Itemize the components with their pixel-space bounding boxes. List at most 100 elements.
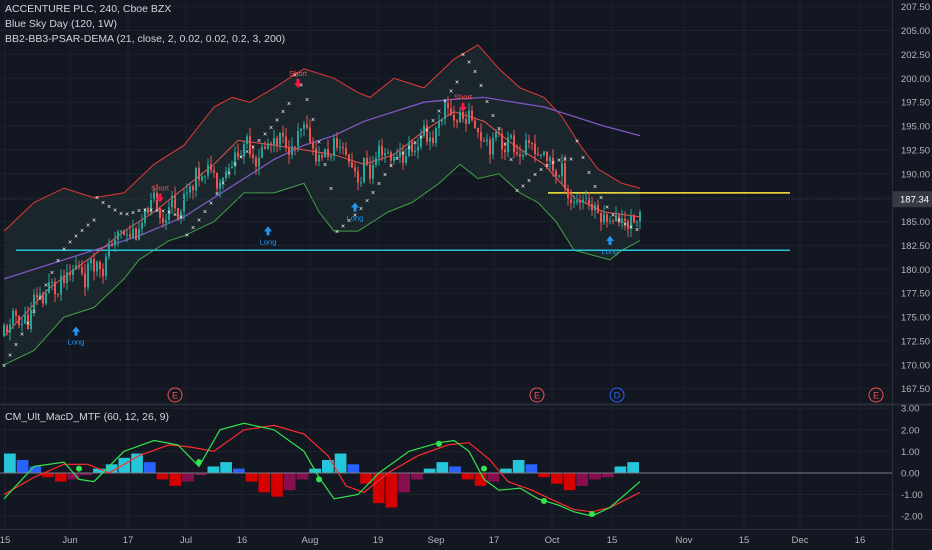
price-tick-label: 175.00 <box>901 313 930 324</box>
candle-body <box>111 244 113 246</box>
bollinger-lower-band <box>3 163 641 366</box>
price-tick-label: 182.50 <box>901 241 930 252</box>
histogram-bar <box>601 472 614 478</box>
candle-body <box>219 182 221 189</box>
candle-body <box>621 218 623 224</box>
psar-dot: × <box>179 214 183 221</box>
short-arrow-icon <box>294 78 302 88</box>
psar-dot: × <box>413 140 417 147</box>
candle-body <box>429 137 431 142</box>
price-tick-label: 180.00 <box>901 265 930 276</box>
candle-body <box>138 228 140 240</box>
candle-body <box>453 114 455 121</box>
candle-body <box>3 325 5 337</box>
candle-body <box>306 124 308 128</box>
psar-dot: × <box>503 141 507 148</box>
candle-body <box>63 275 65 284</box>
candle-body <box>294 146 296 148</box>
price-tick-label: 185.00 <box>901 217 930 228</box>
histogram-bar <box>232 468 245 473</box>
candle-body <box>534 143 536 154</box>
candle-body <box>225 171 227 179</box>
time-tick-label: Jul <box>180 535 192 546</box>
candle-body <box>609 220 611 222</box>
candle-body <box>582 199 584 203</box>
histogram-bar <box>500 468 512 473</box>
candle-body <box>78 265 80 268</box>
candle-body <box>228 168 230 172</box>
histogram-bar <box>220 462 232 473</box>
candle-body <box>282 132 284 137</box>
histogram-bar <box>93 468 105 473</box>
signal-line <box>3 424 641 513</box>
candle-body <box>435 128 437 143</box>
histogram-bar <box>271 472 283 497</box>
psar-dot: × <box>86 223 90 230</box>
candle-body <box>390 152 392 161</box>
candle-body <box>498 132 500 135</box>
candle-body <box>147 208 149 213</box>
candle-body <box>165 220 167 223</box>
time-tick-label: Nov <box>676 535 693 546</box>
candle-body <box>336 138 338 148</box>
psar-dot: × <box>68 240 72 247</box>
histogram-bar <box>576 472 589 486</box>
candle-body <box>531 143 533 145</box>
time-tick-label: 17 <box>123 535 134 546</box>
histogram-bar <box>42 472 54 478</box>
candle-body <box>357 171 359 183</box>
candle-body <box>396 157 398 159</box>
candle-body <box>324 148 326 158</box>
candle-body <box>99 261 101 270</box>
candle-body <box>372 164 374 179</box>
time-tick-label: Dec <box>792 535 809 546</box>
time-tick-label: 19 <box>373 535 384 546</box>
candle-body <box>255 157 257 167</box>
psar-dot: × <box>329 186 333 193</box>
candle-body <box>522 155 524 157</box>
last-price-tag-bg <box>893 191 932 208</box>
marker-letter: E <box>534 391 540 401</box>
candle-body <box>408 142 410 157</box>
psar-dot: × <box>461 52 465 59</box>
histogram-bar <box>156 472 169 480</box>
candle-body <box>624 218 626 222</box>
marker-circle <box>868 387 884 403</box>
psar-dot: × <box>509 157 513 164</box>
psar-dot: × <box>593 184 597 191</box>
candle-body <box>183 193 185 212</box>
psar-dot: × <box>365 198 369 205</box>
histogram-bar <box>474 472 487 486</box>
marker-letter: D <box>614 391 621 401</box>
candle-body <box>117 231 119 240</box>
candle-body <box>549 157 551 161</box>
candle-body <box>618 215 620 224</box>
psar-dot: × <box>569 157 573 164</box>
histogram-bar <box>245 472 258 482</box>
candle-body <box>96 261 98 272</box>
psar-dot: × <box>497 126 501 133</box>
candle-body <box>267 143 269 149</box>
candle-body <box>315 148 317 162</box>
candle-body <box>309 127 311 143</box>
histogram-bar <box>131 453 143 473</box>
histogram-bar <box>589 472 601 480</box>
macd-tick-label: 0.00 <box>901 468 920 479</box>
candle-body <box>615 215 617 222</box>
psar-dot: × <box>137 208 141 215</box>
candle-body <box>258 157 260 167</box>
candle-body <box>264 146 266 149</box>
short-label: Short <box>151 183 170 192</box>
psar-dot: × <box>125 211 129 218</box>
candle-body <box>300 128 302 131</box>
candle-body <box>318 155 320 162</box>
candle-body <box>273 138 275 145</box>
psar-dot: × <box>50 270 54 277</box>
short-arrow-icon <box>459 102 467 112</box>
candle-body <box>351 162 353 168</box>
histogram-bar <box>627 462 639 473</box>
macd-tick-label: 3.00 <box>901 404 920 415</box>
psar-dot: × <box>623 221 627 228</box>
candle-body <box>108 244 110 257</box>
